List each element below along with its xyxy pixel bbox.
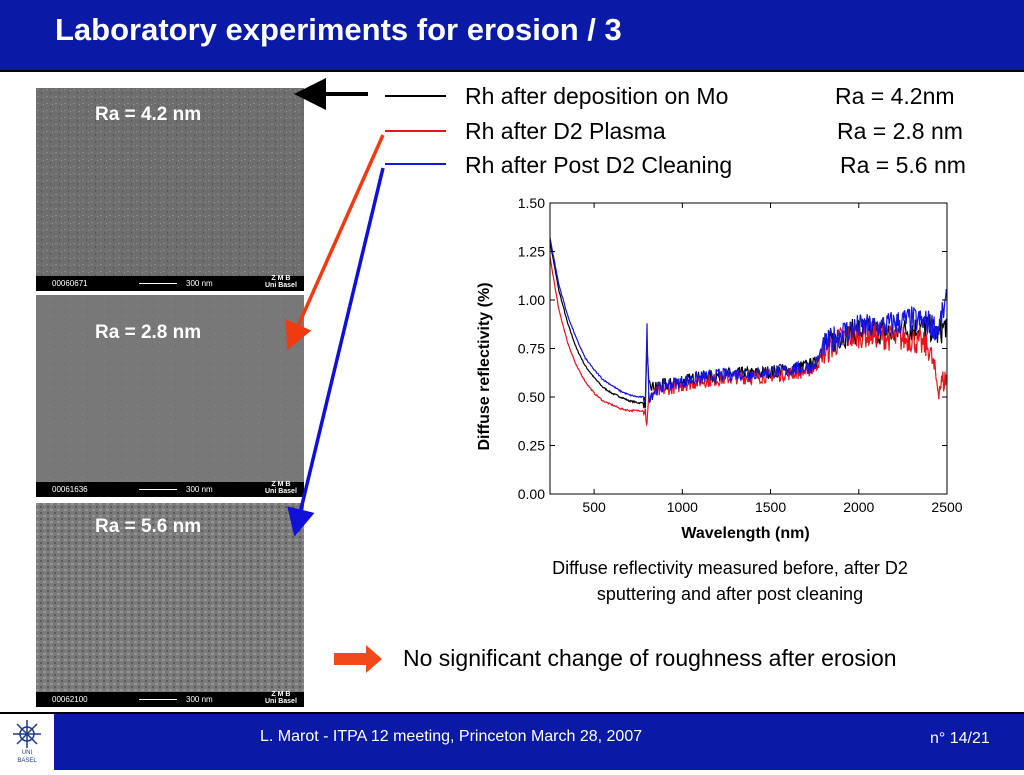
legend-ra-1: Ra = 4.2nm <box>835 83 955 109</box>
sem-info-bar: 00062100 300 nm Z M B Uni Basel <box>36 691 304 707</box>
basel-logo-icon <box>13 720 41 748</box>
legend-label-2: Rh after D2 Plasma <box>465 118 666 144</box>
arrow-right-icon <box>334 645 382 673</box>
sem-image-3: Ra = 5.6 nm 00062100 300 nm Z M B Uni Bas… <box>36 503 304 707</box>
sem-scale-label: 300 nm <box>186 485 213 494</box>
sem-scale-label: 300 nm <box>186 279 213 288</box>
scale-bar <box>139 489 177 490</box>
footer-citation: L. Marot - ITPA 12 meeting, Princeton Ma… <box>260 728 643 745</box>
sem-scale-label: 300 nm <box>186 695 213 704</box>
sem-image-2: Ra = 2.8 nm 00061636 300 nm Z M B Uni Bas… <box>36 295 304 497</box>
logo-text-uni: UNI <box>21 750 33 756</box>
x-tick-label-4: 2500 <box>931 499 962 515</box>
arrow-red <box>285 134 385 351</box>
y-tick-label-4: 1.00 <box>518 292 545 308</box>
y-tick-label-3: 0.75 <box>518 341 545 357</box>
logo-text-basel: BASEL <box>17 758 37 764</box>
sem-lab-label: Z M B Uni Basel <box>265 275 297 289</box>
legend-label-3: Rh after Post D2 Cleaning <box>465 152 733 178</box>
caption-line-2: sputtering and after post cleaning <box>596 584 864 604</box>
y-tick-label-0: 0.00 <box>518 486 545 502</box>
sem-info-bar: 00061636 300 nm Z M B Uni Basel <box>36 481 304 497</box>
x-axis-label: Wavelength (nm) <box>681 525 809 542</box>
sem-texture <box>36 503 304 692</box>
plot-frame <box>549 202 948 495</box>
series-line-1 <box>549 242 948 409</box>
series-line-3 <box>549 237 948 405</box>
y-axis-label: Diffuse reflectivity (%) <box>476 282 493 450</box>
sem-lab-label: Z M B Uni Basel <box>265 691 297 705</box>
ra-label-2: Ra = 2.8 nm <box>95 322 202 343</box>
sem-lab-label: Z M B Uni Basel <box>265 481 297 495</box>
ra-label-3: Ra = 5.6 nm <box>95 516 202 537</box>
arrow-blue <box>287 167 385 537</box>
lab-institution: Uni Basel <box>265 282 297 289</box>
slide-header: Laboratory experiments for erosion / 3 <box>0 0 1024 72</box>
sem-image-id: 00061636 <box>52 485 88 494</box>
legend-line-red <box>385 130 446 132</box>
x-tick-label-2: 1500 <box>755 499 786 515</box>
y-tick-label-5: 1.25 <box>518 244 545 260</box>
legend-label-1: Rh after deposition on Mo <box>465 83 729 109</box>
series-line-2 <box>549 256 948 427</box>
sem-texture <box>36 88 304 276</box>
legend-ra-3: Ra = 5.6 nm <box>840 152 966 178</box>
scale-bar <box>139 699 177 700</box>
slide-title: Laboratory experiments for erosion / 3 <box>55 12 622 47</box>
legend-line-black <box>385 95 446 97</box>
sem-image-1: Ra = 4.2 nm 00060671 300 nm Z M B Uni Bas… <box>36 88 304 291</box>
lab-institution: Uni Basel <box>265 488 297 495</box>
y-tick-label-1: 0.25 <box>518 438 545 454</box>
x-tick-label-1: 1000 <box>667 499 698 515</box>
y-tick-label-6: 1.50 <box>518 195 545 211</box>
lab-name: Z M B <box>271 275 291 282</box>
university-logo: UNI BASEL <box>0 714 54 770</box>
sem-texture <box>36 295 304 482</box>
y-tick-label-2: 0.50 <box>518 389 545 405</box>
sem-info-bar: 00060671 300 nm Z M B Uni Basel <box>36 275 304 291</box>
reflectivity-chart: 500 1000 1500 2000 2500 0.00 0.25 0.50 0.75 1.00 1… <box>476 195 963 542</box>
conclusion-text: No significant change of roughness after… <box>403 645 897 671</box>
sem-image-id: 00060671 <box>52 279 88 288</box>
lab-name: Z M B <box>271 481 291 488</box>
lab-name: Z M B <box>271 691 291 698</box>
legend-ra-2: Ra = 2.8 nm <box>837 118 963 144</box>
page-number: n° 14/21 <box>930 730 990 747</box>
ra-label-1: Ra = 4.2 nm <box>95 104 202 125</box>
slide-footer: UNI BASEL L. Marot - ITPA 12 meeting, Pr… <box>0 712 1024 770</box>
chart-caption: Diffuse reflectivity measured before, af… <box>470 555 990 607</box>
x-tick-label-3: 2000 <box>843 499 874 515</box>
scale-bar <box>139 283 177 284</box>
x-tick-label-0: 500 <box>582 499 606 515</box>
sem-image-id: 00062100 <box>52 695 88 704</box>
caption-line-1: Diffuse reflectivity measured before, af… <box>552 558 908 578</box>
legend-line-blue <box>385 163 446 165</box>
lab-institution: Uni Basel <box>265 698 297 705</box>
